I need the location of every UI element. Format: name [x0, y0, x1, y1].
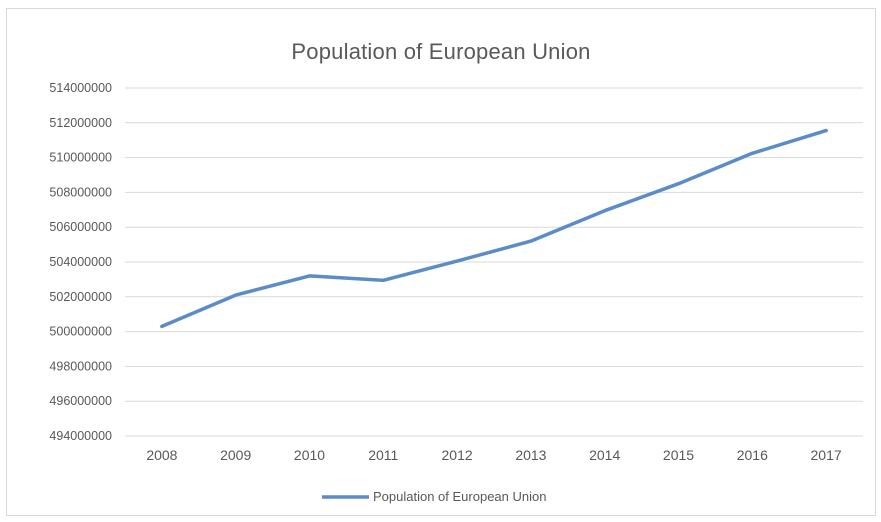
series-layer	[160, 128, 828, 329]
x-tick-label: 2017	[811, 447, 842, 463]
y-tick-label: 508000000	[49, 185, 112, 199]
y-tick-label: 512000000	[49, 116, 112, 130]
data-point	[234, 293, 238, 297]
x-tick-label: 2016	[737, 447, 768, 463]
grid-lines	[125, 87, 863, 437]
line-chart: 494000000 496000000 498000000 500000000 5020…	[49, 81, 863, 504]
data-point	[750, 151, 754, 155]
chart-title: Population of European Union	[291, 39, 591, 64]
y-tick-label: 514000000	[49, 81, 112, 95]
x-tick-label: 2014	[589, 447, 620, 463]
data-point	[455, 259, 459, 263]
data-point	[603, 209, 607, 213]
y-tick-label: 496000000	[49, 394, 112, 408]
legend: Population of European Union	[322, 489, 546, 504]
y-axis-ticks: 494000000 496000000 498000000 500000000 5020…	[49, 81, 112, 443]
x-axis-ticks: 2008 2009 2010 2011 2012 2013 2014 2015 2016 2017	[146, 447, 842, 463]
chart-frame: Population of European Union 494000000 49…	[6, 8, 876, 516]
data-point	[824, 129, 828, 133]
y-tick-label: 500000000	[49, 325, 112, 339]
y-tick-label: 510000000	[49, 151, 112, 165]
y-tick-label: 504000000	[49, 255, 112, 269]
data-point	[307, 274, 312, 278]
x-tick-label: 2009	[220, 447, 251, 463]
series-line	[160, 128, 828, 329]
data-point	[529, 239, 533, 243]
x-tick-label: 2013	[515, 447, 546, 463]
y-tick-label: 498000000	[49, 359, 112, 373]
x-tick-label: 2012	[442, 447, 473, 463]
x-tick-label: 2010	[294, 447, 325, 463]
x-tick-label: 2011	[368, 447, 398, 463]
data-point	[160, 324, 164, 328]
x-tick-label: 2008	[146, 447, 177, 463]
legend-label: Population of European Union	[373, 489, 546, 504]
y-tick-label: 502000000	[49, 290, 112, 304]
data-point	[381, 278, 385, 282]
y-tick-label: 494000000	[49, 429, 112, 443]
x-tick-label: 2015	[663, 447, 694, 463]
data-point	[676, 182, 681, 186]
y-tick-label: 506000000	[49, 220, 112, 234]
